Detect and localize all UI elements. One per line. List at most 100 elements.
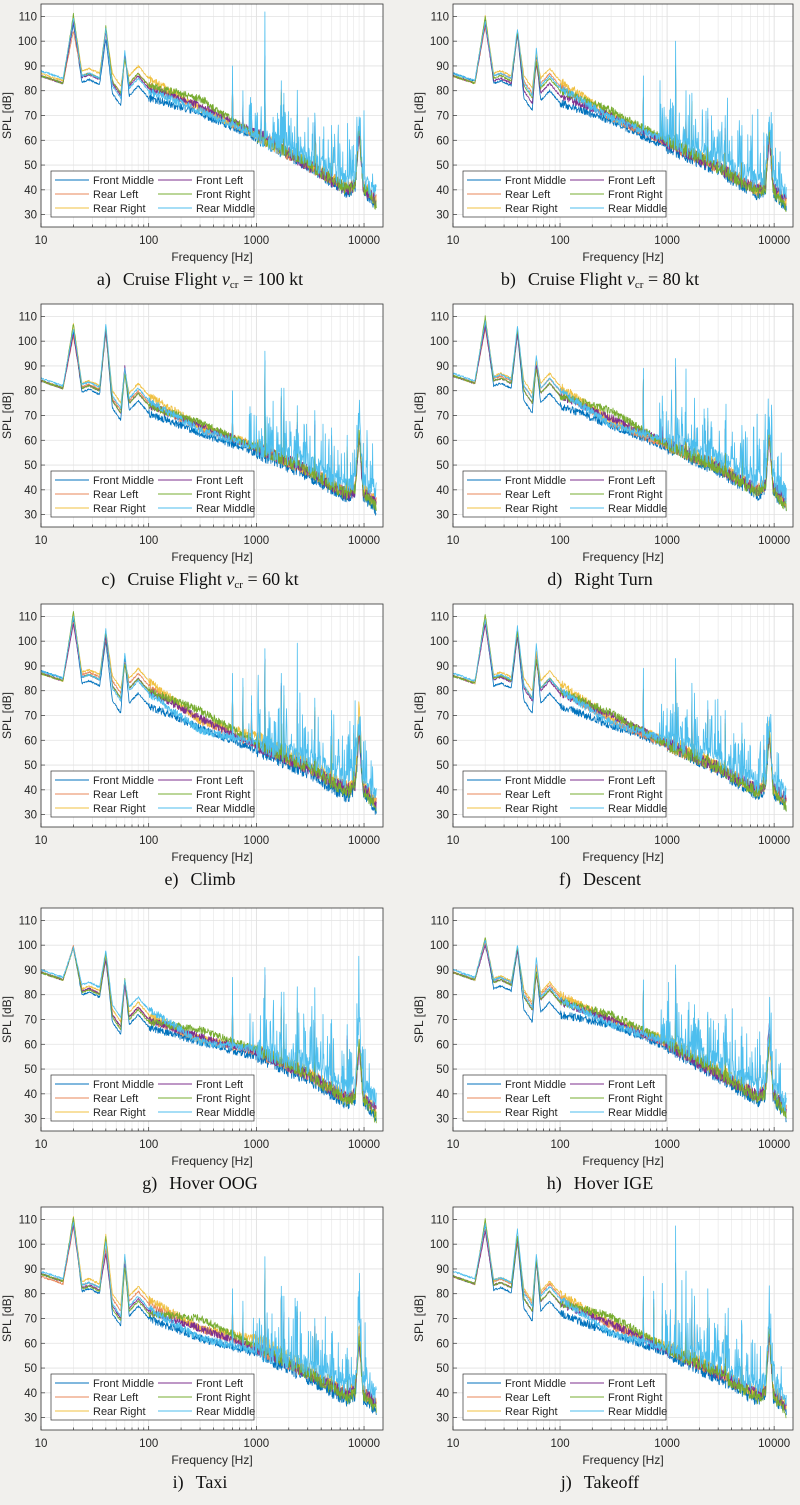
legend-entry: Rear Right	[505, 1406, 558, 1418]
series-group	[41, 11, 377, 210]
legend-entry: Front Left	[608, 475, 655, 487]
caption-title: Right Turn	[574, 569, 653, 589]
legend-entry: Rear Middle	[196, 203, 255, 215]
y-tick-label: 40	[436, 1388, 449, 1400]
x-tick-label: 100	[550, 1139, 569, 1151]
y-axis-label: SPL [dB]	[412, 996, 426, 1043]
legend: Front Middle Front Left Rear Left Front Rig…	[50, 770, 255, 818]
x-tick-label: 1000	[244, 1139, 270, 1151]
legend: Front Middle Front Left Rear Left Front Rig…	[462, 1074, 667, 1122]
series-group	[453, 315, 787, 512]
series-group	[41, 611, 377, 815]
series-line-front-middle	[41, 619, 377, 815]
series-line-rear-middle	[41, 615, 377, 799]
series-line-rear-middle	[41, 946, 377, 1106]
x-tick-label: 10	[35, 1438, 48, 1450]
y-tick-label: 30	[436, 210, 449, 222]
y-tick-label: 80	[436, 686, 449, 698]
legend-entry: Front Middle	[505, 775, 566, 787]
series-line-rear-middle	[453, 619, 787, 802]
y-tick-label: 90	[24, 361, 37, 373]
x-tick-label: 10000	[758, 235, 790, 247]
chart-panel-h: 10 100 1000 10000 30 40 50 60 70 80 90 100 110 Freque…	[400, 902, 800, 1202]
y-tick-label: 110	[431, 1214, 449, 1226]
legend: Front Middle Front Left Rear Left Front Rig…	[462, 470, 667, 518]
series-line-rear-middle	[41, 1221, 377, 1404]
chart-svg-i: 10 100 1000 10000 30 40 50 60 70 80 90 100 110 Freque…	[0, 1206, 384, 1467]
y-tick-label: 30	[436, 1413, 449, 1425]
legend-entry: Front Middle	[93, 175, 154, 187]
x-tick-label: 10	[35, 235, 48, 247]
y-tick-label: 100	[430, 940, 449, 952]
y-tick-label: 80	[436, 1289, 449, 1301]
series-line-rear-middle	[41, 11, 377, 197]
y-tick-label: 110	[19, 915, 37, 927]
x-tick-label: 10	[447, 1139, 460, 1151]
panel-caption: j) Takeoff	[400, 1472, 800, 1493]
legend-entry: Front Right	[196, 1093, 250, 1105]
y-tick-label: 50	[24, 1064, 37, 1076]
legend-entry: Front Left	[608, 1378, 655, 1390]
plot-frame	[452, 1206, 794, 1431]
caption-title: Climb	[190, 869, 236, 889]
y-axis-label: SPL [dB]	[412, 1295, 426, 1342]
series-line-rear-middle	[453, 939, 787, 1112]
x-tick-label: 10	[447, 835, 460, 847]
x-tick-label: 1000	[244, 535, 270, 547]
caption-title: Taxi	[195, 1472, 228, 1492]
legend-entry: Rear Middle	[196, 503, 255, 515]
y-tick-label: 100	[18, 1239, 37, 1251]
y-tick-label: 30	[436, 810, 449, 822]
y-tick-label: 100	[18, 940, 37, 952]
legend-entry: Rear Right	[505, 1107, 558, 1119]
plot-frame	[452, 3, 794, 228]
y-tick-label: 50	[436, 1363, 449, 1375]
legend-entry: Rear Middle	[608, 503, 667, 515]
y-tick-label: 110	[431, 611, 449, 623]
legend-entry: Front Left	[196, 175, 243, 187]
panel-caption: f) Descent	[400, 869, 800, 890]
y-tick-label: 90	[24, 1264, 37, 1276]
legend-entry: Rear Left	[93, 189, 138, 201]
y-tick-label: 40	[436, 185, 449, 197]
chart-svg-b: 10 100 1000 10000 30 40 50 60 70 80 90 100 110 Freque…	[412, 3, 794, 264]
legend-entry: Rear Right	[93, 1107, 146, 1119]
plot-frame	[452, 603, 794, 828]
y-tick-label: 60	[436, 135, 449, 147]
legend-entry: Front Left	[196, 1079, 243, 1091]
series-group	[41, 945, 377, 1124]
legend: Front Middle Front Left Rear Left Front Rig…	[462, 1373, 667, 1421]
y-tick-label: 70	[24, 1314, 37, 1326]
y-tick-label: 30	[24, 1413, 37, 1425]
legend-entry: Front Right	[196, 1392, 250, 1404]
series-group	[453, 1218, 787, 1419]
chart-panel-c: 10 100 1000 10000 30 40 50 60 70 80 90 100 110 Freque…	[0, 300, 400, 600]
y-tick-label: 90	[24, 965, 37, 977]
caption-subscript: cr	[634, 279, 644, 291]
caption-title: Cruise Flight	[122, 269, 222, 289]
series-line-rear-middle	[41, 324, 377, 498]
y-tick-label: 100	[18, 336, 37, 348]
x-tick-label: 10000	[758, 1438, 790, 1450]
plot-frame	[452, 907, 794, 1132]
series-line-front-middle	[453, 323, 787, 511]
series-line-front-right	[453, 614, 787, 812]
y-tick-label: 100	[18, 636, 37, 648]
y-tick-label: 110	[19, 1214, 37, 1226]
y-tick-label: 80	[436, 86, 449, 98]
x-axis-label: Frequency [Hz]	[582, 850, 663, 864]
y-tick-label: 110	[19, 11, 37, 23]
y-axis-label: SPL [dB]	[0, 92, 14, 139]
legend-entry: Front Middle	[93, 1378, 154, 1390]
x-tick-label: 10	[447, 535, 460, 547]
x-tick-label: 10000	[348, 235, 380, 247]
y-tick-label: 90	[24, 661, 37, 673]
x-tick-label: 100	[139, 1438, 158, 1450]
x-axis-label: Frequency [Hz]	[171, 850, 252, 864]
plot-frame	[40, 1206, 384, 1431]
plot-frame	[40, 303, 384, 528]
series-line-front-right	[41, 324, 377, 511]
y-tick-label: 110	[431, 11, 449, 23]
legend: Front Middle Front Left Rear Left Front Rig…	[50, 1074, 255, 1122]
legend-entry: Rear Right	[505, 803, 558, 815]
